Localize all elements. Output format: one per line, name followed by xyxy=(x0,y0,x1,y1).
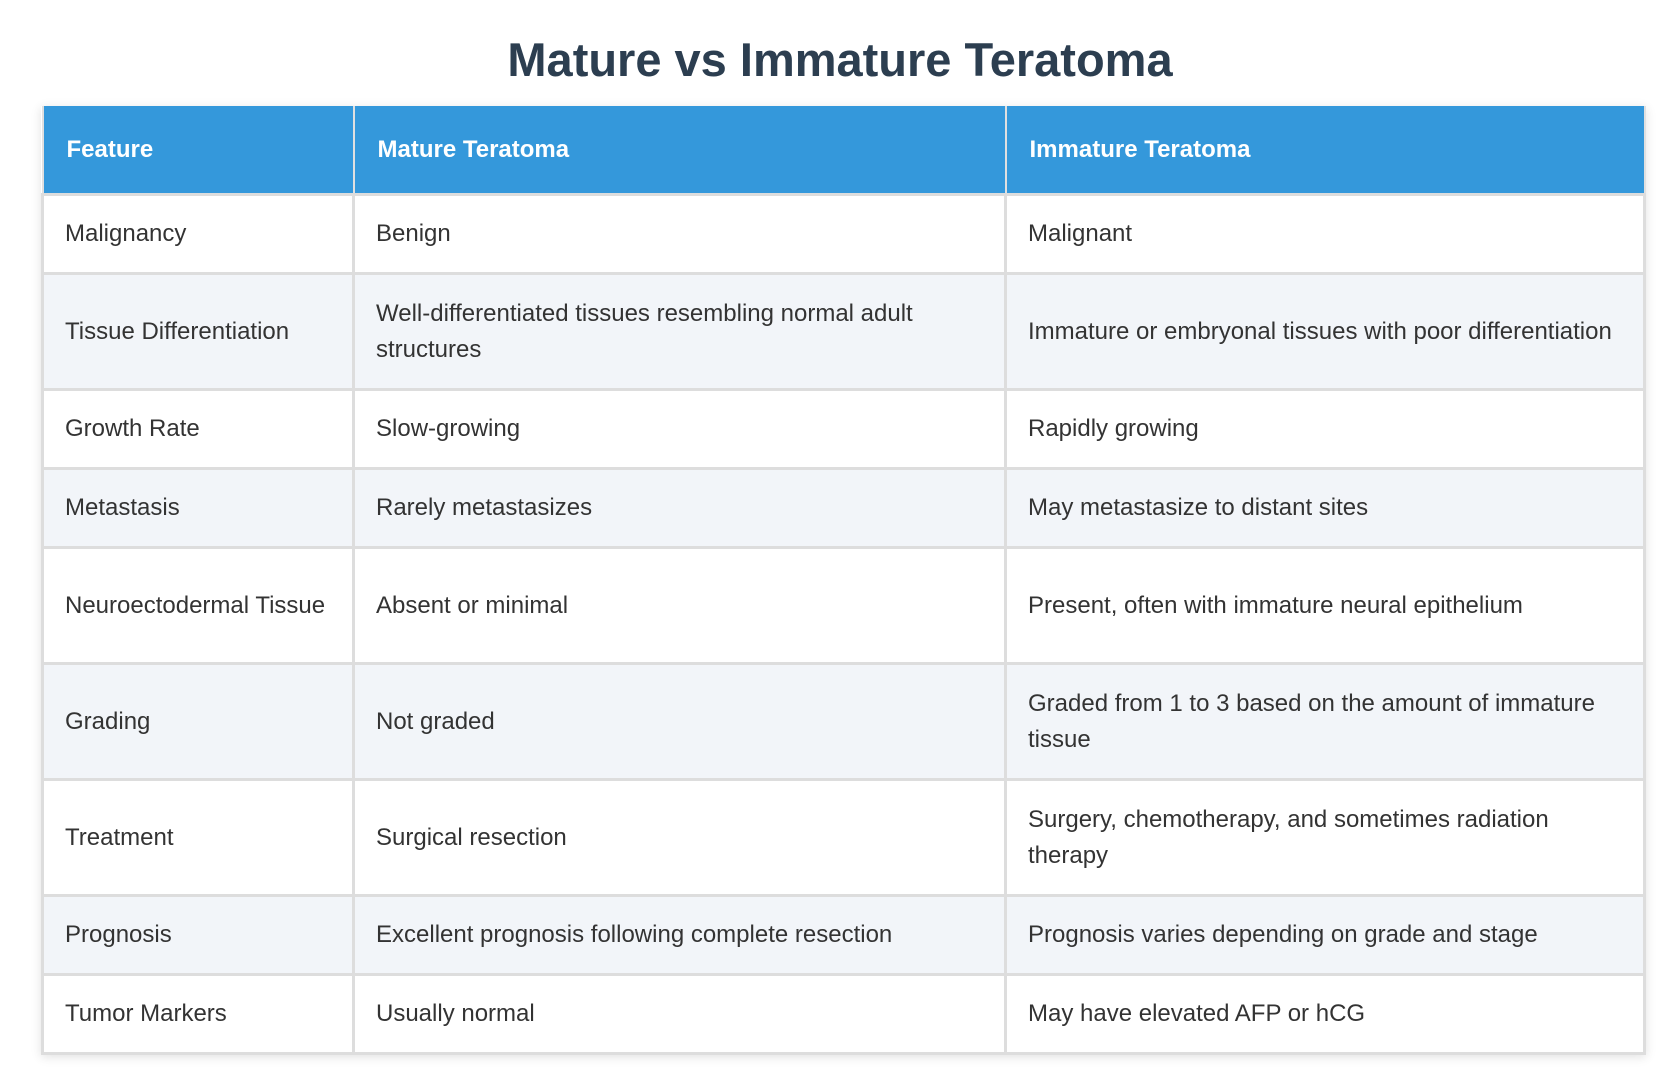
cell-feature: Grading xyxy=(41,662,355,781)
comparison-table-container: Feature Mature Teratoma Immature Teratom… xyxy=(41,106,1646,1055)
cell-immature: May metastasize to distant sites xyxy=(1004,467,1646,549)
cell-immature: Surgery, chemotherapy, and sometimes rad… xyxy=(1004,778,1646,897)
comparison-table: Feature Mature Teratoma Immature Teratom… xyxy=(41,106,1646,1055)
cell-mature: Absent or minimal xyxy=(352,546,1007,665)
header-mature-teratoma: Mature Teratoma xyxy=(352,106,1007,196)
cell-mature: Benign xyxy=(352,193,1007,275)
table-row: Grading Not graded Graded from 1 to 3 ba… xyxy=(41,662,1646,781)
cell-immature: Prognosis varies depending on grade and … xyxy=(1004,894,1646,976)
cell-feature: Growth Rate xyxy=(41,388,355,470)
cell-mature: Slow-growing xyxy=(352,388,1007,470)
header-immature-teratoma: Immature Teratoma xyxy=(1004,106,1646,196)
cell-feature: Tissue Differentiation xyxy=(41,272,355,391)
cell-mature: Surgical resection xyxy=(352,778,1007,897)
cell-immature: Rapidly growing xyxy=(1004,388,1646,470)
cell-immature: Malignant xyxy=(1004,193,1646,275)
cell-immature: May have elevated AFP or hCG xyxy=(1004,973,1646,1055)
page-title: Mature vs Immature Teratoma xyxy=(507,33,1173,86)
cell-feature: Tumor Markers xyxy=(41,973,355,1055)
table-row: Tissue Differentiation Well-differentiat… xyxy=(41,272,1646,391)
cell-mature: Well-differentiated tissues resembling n… xyxy=(352,272,1007,391)
cell-immature: Present, often with immature neural epit… xyxy=(1004,546,1646,665)
table-row: Malignancy Benign Malignant xyxy=(41,193,1646,275)
table-header: Feature Mature Teratoma Immature Teratom… xyxy=(41,106,1646,196)
table-row: Tumor Markers Usually normal May have el… xyxy=(41,973,1646,1055)
cell-mature: Excellent prognosis following complete r… xyxy=(352,894,1007,976)
table-row: Growth Rate Slow-growing Rapidly growing xyxy=(41,388,1646,470)
header-feature: Feature xyxy=(41,106,355,196)
table-row: Treatment Surgical resection Surgery, ch… xyxy=(41,778,1646,897)
cell-immature: Immature or embryonal tissues with poor … xyxy=(1004,272,1646,391)
cell-feature: Metastasis xyxy=(41,467,355,549)
header-row: Feature Mature Teratoma Immature Teratom… xyxy=(41,106,1646,196)
table-row: Metastasis Rarely metastasizes May metas… xyxy=(41,467,1646,549)
cell-feature: Prognosis xyxy=(41,894,355,976)
cell-mature: Not graded xyxy=(352,662,1007,781)
cell-immature: Graded from 1 to 3 based on the amount o… xyxy=(1004,662,1646,781)
cell-mature: Rarely metastasizes xyxy=(352,467,1007,549)
table-row: Neuroectodermal Tissue Absent or minimal… xyxy=(41,546,1646,665)
table-row: Prognosis Excellent prognosis following … xyxy=(41,894,1646,976)
cell-feature: Neuroectodermal Tissue xyxy=(41,546,355,665)
cell-feature: Malignancy xyxy=(41,193,355,275)
table-body: Malignancy Benign Malignant Tissue Diffe… xyxy=(41,193,1646,1055)
cell-feature: Treatment xyxy=(41,778,355,897)
cell-mature: Usually normal xyxy=(352,973,1007,1055)
